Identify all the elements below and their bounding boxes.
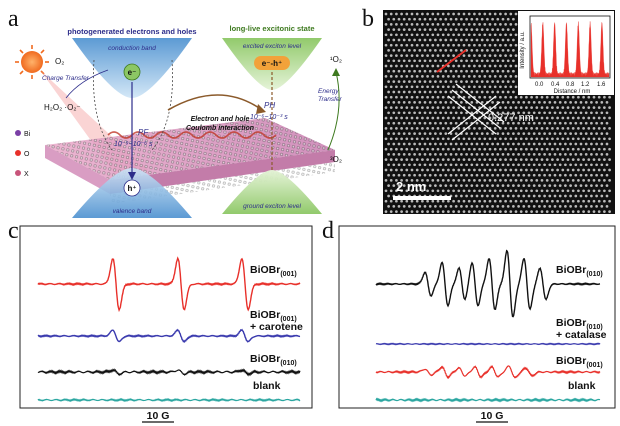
inset-frame (529, 15, 611, 79)
energy-transfer-line-1: Energy (318, 88, 339, 95)
legend-x: X (24, 171, 29, 178)
inset-tick-1: 0.4 (551, 82, 560, 88)
h2o2-label: H₂O₂ ·O₂⁻ (44, 103, 81, 112)
c-label-0: BiOBr(001) (250, 264, 297, 278)
panel-a-letter: a (8, 6, 19, 32)
exciton-icon (254, 56, 290, 70)
legend-o-icon (15, 150, 21, 156)
d-scale-label: 10 G (481, 410, 504, 422)
panel-b: b 0.277 nm 2 nm Intensity / a.u. 0.0 0.4… (362, 6, 615, 214)
epr-trace-biobr010-catalase (375, 342, 601, 346)
label-valence-band: valence band (113, 208, 152, 215)
inset-ylabel: Intensity / a.u. (520, 31, 526, 69)
energy-transfer-arrow (327, 71, 340, 151)
lattice-fringe-marks (447, 83, 505, 141)
legend-bi: Bi (24, 131, 31, 138)
inset-xlabel: Distance / nm (554, 89, 591, 95)
charge-transfer-label: Charge Transfer (42, 75, 90, 82)
c-label-1: BiOBr(001) (250, 309, 297, 323)
charge-transfer-arrow (65, 69, 109, 99)
intensity-inset: Intensity / a.u. 0.0 0.4 0.8 1.2 1.6 Dis… (518, 11, 614, 95)
panel-c-frame (19, 225, 313, 409)
triplet-o2-label: ³O₂ (330, 155, 342, 164)
d-label-1-extra: + catalase (556, 329, 607, 341)
ph-label: PH (264, 101, 275, 110)
epr-trace-biobr001 (375, 365, 601, 380)
c-label-1-extra: + carotene (250, 321, 303, 333)
panel-d: d BiOBr(010) BiOBr(010) + catalase BiOBr… (322, 218, 616, 423)
panel-c-letter: c (8, 218, 19, 244)
ground-exciton-band (222, 170, 322, 214)
electron-label: e⁻ (128, 68, 137, 77)
c-label-3: blank (253, 380, 281, 392)
line-profile-marker (436, 49, 467, 73)
pf-label: PF (138, 128, 149, 137)
inset-tick-2: 0.8 (566, 82, 575, 88)
inset-tick-3: 1.2 (581, 82, 590, 88)
exciton-label: e⁻-h⁺ (262, 59, 282, 68)
label-ground-level: ground exciton level (243, 203, 301, 210)
title-electrons-holes: photogenerated electrons and holes (67, 27, 196, 36)
dashed-bracket-right (151, 59, 173, 151)
panel-a: a photogenerated electrons and holes (8, 6, 343, 218)
inset-tick-4: 1.6 (597, 82, 606, 88)
c-scale-label: 10 G (147, 410, 170, 422)
inset-tick-0: 0.0 (535, 82, 544, 88)
singlet-o2-label: ¹O₂ (330, 55, 342, 64)
sun-icon (15, 45, 49, 79)
dashed-bracket-left (93, 59, 113, 151)
label-conduction-band: conduction band (108, 45, 156, 52)
intensity-profile (530, 21, 610, 78)
energy-transfer-line-2: Transfer (318, 96, 343, 103)
title-excitonic-state: long-live excitonic state (229, 24, 314, 33)
hrtem-lattice (384, 12, 611, 213)
interaction-line-1: Electron and hole (191, 116, 250, 123)
c-label-2: BiOBr(010) (250, 353, 297, 367)
hole-label: h⁺ (127, 184, 136, 193)
epr-trace-biobr010 (375, 249, 601, 318)
epr-trace-blank (375, 397, 601, 403)
legend-x-icon (15, 170, 21, 176)
o2-left-label: O₂ (55, 57, 64, 66)
d-spacing-label: 0.277 nm (488, 112, 534, 124)
electron-icon (123, 63, 141, 81)
pf-time: 10⁻⁹~10⁻⁶ s (114, 141, 153, 148)
d-label-3: blank (568, 380, 596, 392)
legend-o: O (24, 151, 30, 158)
scale-bar-label: 2 nm (396, 179, 426, 194)
energy-transfer-arrow-head (332, 68, 340, 76)
coulomb-wave (107, 131, 277, 139)
d-label-1: BiOBr(010) (556, 317, 603, 331)
epr-trace-biobr001-carotene (37, 328, 301, 343)
panel-c: c BiOBr(001) BiOBr(001) + carotene BiOBr… (8, 218, 313, 423)
epr-trace-biobr010 (37, 368, 301, 377)
d-label-0: BiOBr(010) (556, 264, 603, 278)
interaction-arrow-head (256, 104, 266, 114)
interaction-line-2: Coulomb interaction (186, 125, 254, 132)
ph-time: 10⁻⁶~10⁻³ s (250, 114, 288, 121)
atom-legend: Bi O X (15, 130, 31, 178)
pf-arrow-head (128, 172, 136, 180)
scale-bar (393, 196, 451, 200)
legend-bi-icon (15, 130, 21, 136)
epr-trace-blank (37, 397, 301, 403)
d-label-2: BiOBr(001) (556, 355, 603, 369)
epr-trace-biobr001 (37, 256, 301, 313)
panel-d-letter: d (322, 218, 334, 244)
panel-b-letter: b (362, 6, 374, 32)
panel-d-frame (338, 225, 616, 409)
interaction-arrow (167, 94, 263, 111)
label-excited-level: excited exciton level (243, 43, 302, 50)
